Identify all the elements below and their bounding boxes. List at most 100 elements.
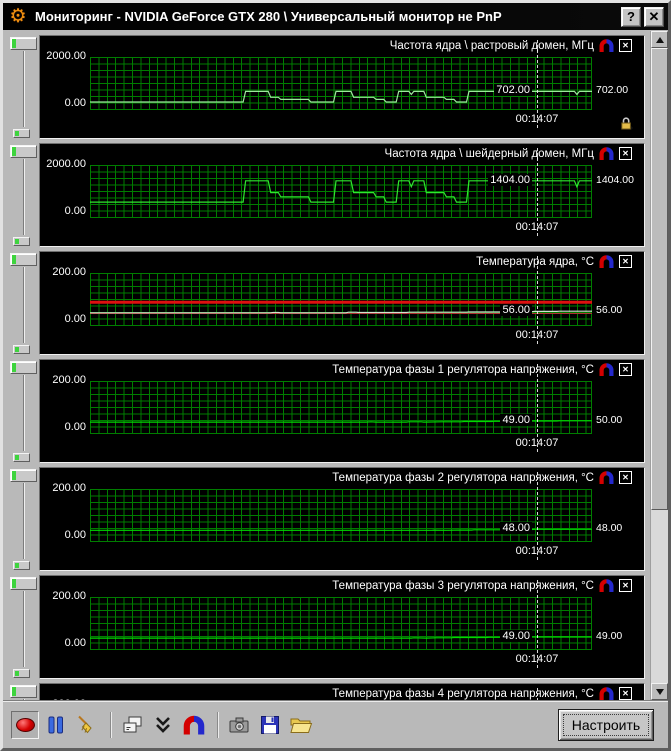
inline-value-label: 49.00 — [500, 414, 532, 426]
slider-top-thumb[interactable] — [10, 469, 37, 482]
graph-box: Температура фазы 2 регулятора напряжения… — [39, 467, 645, 571]
scrollbar-track[interactable] — [651, 48, 668, 683]
current-value-label: 50.00 — [596, 413, 623, 426]
slider-track — [23, 699, 25, 700]
lock-icon[interactable] — [619, 116, 634, 136]
snapshot-button[interactable] — [225, 711, 253, 739]
slider-bottom-thumb[interactable] — [13, 345, 30, 354]
plot-area: 49.00 — [90, 597, 592, 650]
time-cursor — [537, 256, 538, 344]
slider-top-thumb[interactable] — [10, 685, 37, 698]
monitor-graph-button[interactable] — [180, 711, 208, 739]
panel-list: Частота ядра \ растровый домен, МГц ✕ 20… — [3, 31, 650, 700]
data-line — [90, 300, 592, 314]
plot-area: 702.00 — [90, 57, 592, 110]
monitor-panel: Температура фазы 1 регулятора напряжения… — [5, 359, 650, 463]
data-line — [90, 528, 592, 531]
monitor-arch-icon — [183, 715, 205, 735]
y-axis-max-label: 200.00 — [52, 482, 86, 494]
monitor-panel: Температура ядра, °C ✕ 200.00 0.00 56.00… — [5, 251, 650, 355]
y-axis-max-label: 200.00 — [40, 698, 86, 700]
save-button[interactable] — [256, 711, 284, 739]
close-graph-button[interactable]: ✕ — [619, 363, 632, 376]
scroll-up-button[interactable] — [651, 31, 668, 48]
clear-button[interactable] — [73, 711, 101, 739]
gear-icon: ⚙ — [9, 5, 27, 27]
monitor-panel: Температура фазы 4 регулятора напряжения… — [5, 683, 650, 700]
monitor-arch-icon — [599, 687, 614, 700]
inline-value-label: 56.00 — [500, 304, 532, 317]
broom-icon — [78, 715, 92, 733]
camera-icon — [229, 717, 249, 732]
inline-value-label: 1404.00 — [488, 173, 532, 186]
graph-header: Частота ядра \ растровый домен, МГц ✕ — [390, 39, 632, 52]
slider-top-thumb[interactable] — [10, 253, 37, 266]
help-button[interactable]: ? — [621, 6, 641, 27]
slider-top-thumb[interactable] — [10, 361, 37, 374]
graph-header: Температура фазы 1 регулятора напряжения… — [332, 363, 632, 376]
y-axis-min-label: 0.00 — [64, 313, 86, 325]
collapse-all-button[interactable] — [149, 711, 177, 739]
time-cursor — [537, 148, 538, 236]
graph-box: Температура ядра, °C ✕ 200.00 0.00 56.00… — [39, 251, 645, 355]
configure-button[interactable]: Настроить — [558, 708, 654, 741]
slider-bottom-thumb[interactable] — [13, 453, 30, 462]
range-slider[interactable] — [5, 251, 39, 355]
close-graph-button[interactable]: ✕ — [619, 255, 632, 268]
range-slider[interactable] — [5, 359, 39, 463]
slider-bottom-thumb[interactable] — [13, 561, 30, 570]
range-slider[interactable] — [5, 143, 39, 247]
slider-bottom-thumb[interactable] — [13, 237, 30, 246]
titlebar[interactable]: ⚙ Мониторинг - NVIDIA GeForce GTX 280 \ … — [3, 3, 668, 30]
graph-title: Температура фазы 2 регулятора напряжения… — [332, 471, 594, 484]
window-title: Мониторинг - NVIDIA GeForce GTX 280 \ Ун… — [35, 9, 502, 24]
graph-header: Температура ядра, °C ✕ — [476, 255, 632, 268]
y-axis-min-label: 0.00 — [64, 529, 86, 541]
slider-top-thumb[interactable] — [10, 145, 37, 158]
pause-button[interactable] — [42, 711, 70, 739]
range-slider[interactable] — [5, 683, 39, 700]
time-cursor — [537, 580, 538, 668]
time-cursor — [537, 364, 538, 452]
record-icon — [15, 717, 35, 732]
inline-value-label: 49.00 — [500, 630, 532, 642]
open-folder-icon — [290, 718, 313, 733]
close-graph-button[interactable]: ✕ — [619, 147, 632, 160]
pause-icon — [48, 716, 63, 733]
range-slider[interactable] — [5, 467, 39, 571]
plot-area: 49.00 — [90, 381, 592, 434]
range-slider[interactable] — [5, 575, 39, 679]
y-axis-min-label: 0.00 — [64, 97, 86, 109]
range-slider[interactable] — [5, 35, 39, 139]
open-button[interactable] — [287, 711, 315, 739]
arrow-down-icon — [655, 688, 664, 695]
close-graph-button[interactable]: ✕ — [619, 579, 632, 592]
close-button[interactable]: ✕ — [644, 6, 664, 27]
close-graph-button[interactable]: ✕ — [619, 687, 632, 700]
graph-title: Частота ядра \ растровый домен, МГц — [389, 39, 594, 52]
scroll-down-button[interactable] — [651, 683, 668, 700]
double-chevron-down-icon — [156, 716, 170, 733]
cascade-button[interactable] — [118, 711, 146, 739]
current-value-label: 48.00 — [596, 522, 623, 535]
slider-bottom-thumb[interactable] — [13, 669, 30, 678]
slider-bottom-thumb[interactable] — [13, 129, 30, 138]
current-value-label: 49.00 — [596, 630, 623, 642]
record-button[interactable] — [11, 710, 39, 739]
current-value-label: 702.00 — [596, 84, 629, 97]
arrow-up-icon — [655, 36, 664, 43]
slider-top-thumb[interactable] — [10, 577, 37, 590]
floppy-save-icon — [261, 715, 279, 734]
vertical-scrollbar[interactable] — [650, 31, 668, 700]
monitor-arch-icon — [599, 471, 614, 484]
scrollbar-thumb[interactable] — [651, 48, 668, 510]
close-graph-button[interactable]: ✕ — [619, 471, 632, 484]
y-axis-max-label: 2000.00 — [46, 50, 86, 62]
close-graph-button[interactable]: ✕ — [619, 39, 632, 52]
graph-header: Температура фазы 4 регулятора напряжения… — [332, 687, 632, 700]
slider-top-thumb[interactable] — [10, 37, 37, 50]
graph-title: Температура фазы 1 регулятора напряжения… — [332, 363, 594, 376]
toolbar: Настроить — [3, 700, 668, 748]
current-value-label: 1404.00 — [596, 173, 634, 186]
time-label: 00:14:07 — [515, 653, 559, 665]
